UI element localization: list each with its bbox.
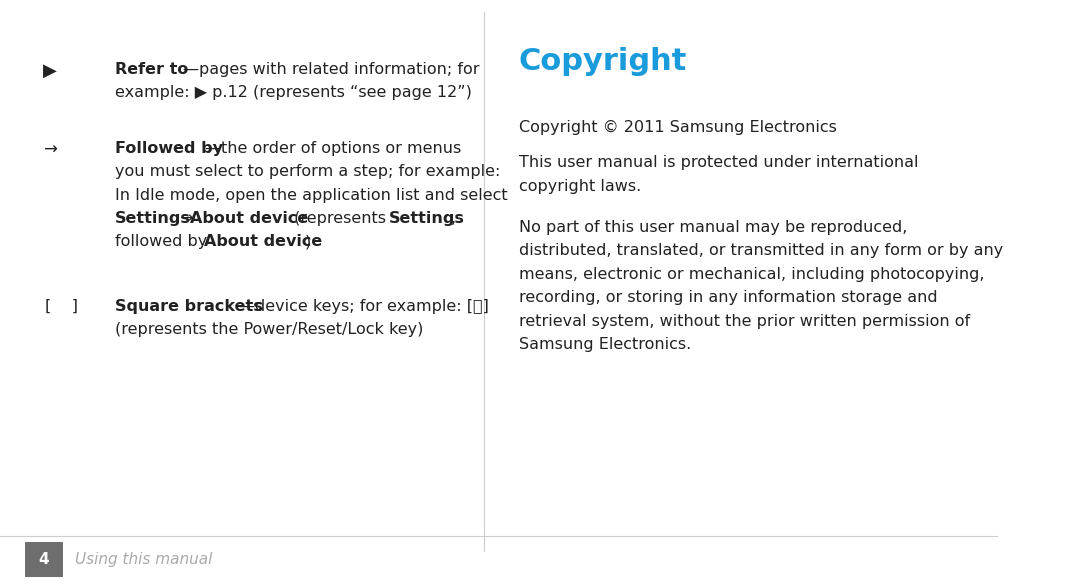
Text: Samsung Electronics.: Samsung Electronics. <box>518 337 691 352</box>
Text: —the order of options or menus: —the order of options or menus <box>205 141 462 156</box>
Text: In Idle mode, open the application list and select: In Idle mode, open the application list … <box>114 188 508 203</box>
Text: Copyright © 2011 Samsung Electronics: Copyright © 2011 Samsung Electronics <box>518 120 837 135</box>
Text: Using this manual: Using this manual <box>75 552 212 567</box>
Text: No part of this user manual may be reproduced,: No part of this user manual may be repro… <box>518 220 907 235</box>
Text: copyright laws.: copyright laws. <box>518 179 640 194</box>
Text: ): ) <box>305 234 310 250</box>
Text: →: → <box>175 211 199 226</box>
Text: (represents the Power/Reset/Lock key): (represents the Power/Reset/Lock key) <box>114 322 423 338</box>
Text: Settings: Settings <box>114 211 190 226</box>
Text: Copyright: Copyright <box>518 47 687 76</box>
Text: About device: About device <box>204 234 323 250</box>
Text: means, electronic or mechanical, including photocopying,: means, electronic or mechanical, includi… <box>518 267 984 282</box>
Text: —device keys; for example: [⒨]: —device keys; for example: [⒨] <box>240 299 489 314</box>
Text: ▶: ▶ <box>43 62 57 80</box>
Text: distributed, translated, or transmitted in any form or by any: distributed, translated, or transmitted … <box>518 243 1003 258</box>
Text: ,: , <box>450 211 456 226</box>
Text: recording, or storing in any information storage and: recording, or storing in any information… <box>518 290 937 305</box>
Text: [    ]: [ ] <box>45 299 78 314</box>
Text: This user manual is protected under international: This user manual is protected under inte… <box>518 155 918 171</box>
Text: followed by: followed by <box>114 234 212 250</box>
Text: Square brackets: Square brackets <box>114 299 262 314</box>
Text: (represents: (represents <box>289 211 391 226</box>
Text: About device: About device <box>189 211 308 226</box>
Text: Followed by: Followed by <box>114 141 222 156</box>
Text: →: → <box>43 141 57 159</box>
Text: example: ▶ p.12 (represents “see page 12”): example: ▶ p.12 (represents “see page 12… <box>114 85 472 100</box>
Text: 4: 4 <box>39 552 50 567</box>
FancyBboxPatch shape <box>25 542 63 577</box>
Text: —pages with related information; for: —pages with related information; for <box>183 62 480 77</box>
Text: Refer to: Refer to <box>114 62 188 77</box>
Text: Settings: Settings <box>389 211 464 226</box>
Text: retrieval system, without the prior written permission of: retrieval system, without the prior writ… <box>518 314 970 329</box>
Text: you must select to perform a step; for example:: you must select to perform a step; for e… <box>114 164 500 179</box>
